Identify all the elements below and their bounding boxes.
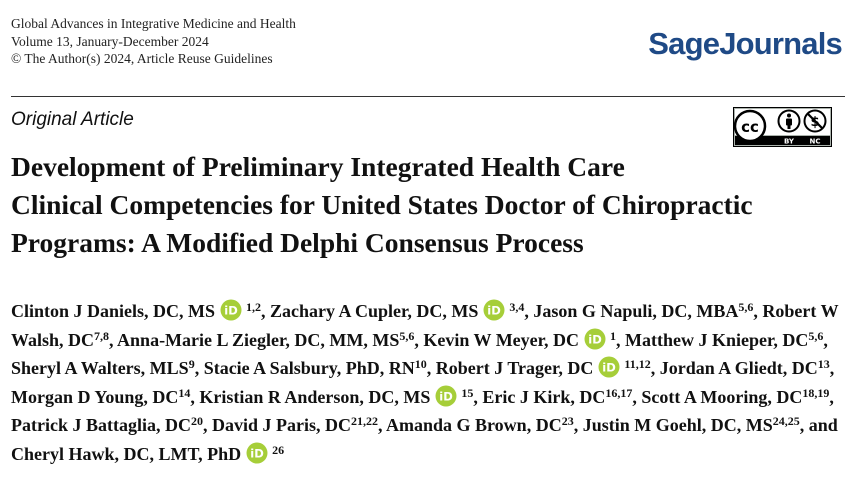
author-separator: , <box>261 301 271 321</box>
affiliation-sup[interactable]: 20 <box>190 414 203 428</box>
logo-text: SageJournals <box>648 26 843 61</box>
orcid-label: iD <box>250 446 264 460</box>
license-label-nc: NC <box>810 138 821 146</box>
author-name[interactable]: Zachary A Cupler, DC, MS <box>270 301 479 321</box>
author-separator: , <box>616 329 625 350</box>
orcid-label: iD <box>588 332 602 346</box>
author-list: Clinton J Daniels, DC, MS iD 1,2, Zachar… <box>11 297 843 468</box>
author-name[interactable]: Patrick J Battaglia, DC <box>11 415 191 435</box>
author-separator: , <box>473 386 483 407</box>
title-line: Programs: A Modified Delphi Consensus Pr… <box>11 227 584 258</box>
orcid-icon[interactable]: iD <box>246 442 268 464</box>
author-separator: , <box>524 301 534 321</box>
author-separator: , <box>829 358 835 378</box>
title-line: Clinical Competencies for United States … <box>11 189 753 220</box>
author-separator: , <box>823 329 828 350</box>
article-title: Development of Preliminary Integrated He… <box>11 148 841 262</box>
author-name[interactable]: Cheryl Hawk, DC, LMT, PhD <box>11 443 242 464</box>
nc-icon: $ <box>803 109 827 133</box>
author-separator: , <box>190 386 200 407</box>
affiliation-sup[interactable]: 23 <box>561 414 574 428</box>
author-name[interactable]: Scott A Mooring, DC <box>641 386 803 407</box>
affiliation-sup[interactable]: 7,8 <box>94 328 110 343</box>
orcid-icon[interactable]: iD <box>584 328 606 350</box>
affiliation-sup[interactable]: 14 <box>178 385 191 400</box>
author-name[interactable]: Sheryl A Walters, MLS <box>11 358 189 378</box>
author-name[interactable]: Jordan A Gliedt, DC <box>659 358 818 378</box>
affiliation-sup[interactable]: 1,2 <box>246 300 262 314</box>
orcid-icon[interactable]: iD <box>483 299 505 321</box>
affiliation-sup[interactable]: 15 <box>461 385 474 400</box>
affiliation-sup[interactable]: 5,6 <box>399 328 415 343</box>
author-separator: , <box>426 358 436 378</box>
affiliation-sup[interactable]: 5,6 <box>808 328 824 343</box>
author-separator: , <box>650 358 660 378</box>
sage-journals-logo[interactable]: SageJournals <box>648 26 843 62</box>
author-name[interactable]: Jason G Napuli, DC, MBA <box>533 301 739 321</box>
affiliation-sup[interactable]: 1 <box>610 328 616 343</box>
author-separator: , <box>202 415 212 435</box>
affiliation-sup[interactable]: 24,25 <box>772 414 800 428</box>
author-name[interactable]: Stacie A Salsbury, PhD, RN <box>203 358 415 378</box>
author-separator: , <box>194 358 204 378</box>
author-name[interactable]: Anna-Marie L Ziegler, DC, MM, MS <box>117 329 400 350</box>
author-separator: , <box>829 386 834 407</box>
license-label-by: BY <box>784 138 795 146</box>
cc-icon: cc <box>733 109 767 143</box>
author-separator: , <box>632 386 642 407</box>
affiliation-sup[interactable]: 21,22 <box>350 414 378 428</box>
by-icon <box>777 109 801 133</box>
author-separator: , <box>414 329 424 350</box>
author-name[interactable]: Eric J Kirk, DC <box>482 386 606 407</box>
author-name[interactable]: Kristian R Anderson, DC, MS <box>199 386 431 407</box>
author-separator: , and <box>799 415 838 435</box>
title-line: Development of Preliminary Integrated He… <box>11 151 625 182</box>
affiliation-sup[interactable]: 5,6 <box>738 300 754 314</box>
affiliation-sup[interactable]: 13 <box>817 357 830 371</box>
orcid-label: iD <box>602 361 616 375</box>
author-name[interactable]: Justin M Goehl, DC, MS <box>582 415 773 435</box>
orcid-label: iD <box>439 389 453 403</box>
author-name[interactable]: Clinton J Daniels, DC, MS <box>11 301 216 321</box>
orcid-icon[interactable]: iD <box>598 356 620 378</box>
author-separator: , <box>753 301 763 321</box>
author-name[interactable]: Kevin W Meyer, DC <box>423 329 579 350</box>
journal-name[interactable]: Global Advances in Integrative Medicine … <box>11 16 296 31</box>
orcid-label: iD <box>224 304 238 318</box>
orcid-label: iD <box>487 304 501 318</box>
affiliation-sup[interactable]: 18,19 <box>802 385 830 400</box>
affiliation-sup[interactable]: 10 <box>414 357 427 371</box>
journal-info: Global Advances in Integrative Medicine … <box>11 15 296 68</box>
orcid-icon[interactable]: iD <box>435 385 457 407</box>
author-name[interactable]: David J Paris, DC <box>211 415 351 435</box>
affiliation-sup[interactable]: 16,17 <box>605 385 633 400</box>
author-name[interactable]: Morgan D Young, DC <box>11 386 179 407</box>
journal-volume: Volume 13, January-December 2024 <box>11 33 209 49</box>
affiliation-sup[interactable]: 9 <box>188 357 195 371</box>
article-type: Original Article <box>11 109 134 130</box>
author-name[interactable]: Amanda G Brown, DC <box>386 415 562 435</box>
cc-by-nc-license-badge[interactable]: cc $ BY NC <box>733 107 832 147</box>
copyright-line[interactable]: © The Author(s) 2024, Article Reuse Guid… <box>11 51 273 66</box>
header-divider <box>11 96 845 97</box>
author-separator: , <box>573 415 583 435</box>
affiliation-sup[interactable]: 26 <box>272 442 285 457</box>
author-name[interactable]: Matthew J Knieper, DC <box>625 329 809 350</box>
author-separator: , <box>377 415 386 435</box>
author-name[interactable]: Robert W Walsh, DC <box>11 301 839 350</box>
author-separator: , <box>109 329 118 350</box>
orcid-icon[interactable]: iD <box>220 299 242 321</box>
affiliation-sup[interactable]: 3,4 <box>509 300 525 314</box>
author-name[interactable]: Robert J Trager, DC <box>435 358 594 378</box>
affiliation-sup[interactable]: 11,12 <box>624 357 651 371</box>
svg-text:cc: cc <box>741 118 759 136</box>
